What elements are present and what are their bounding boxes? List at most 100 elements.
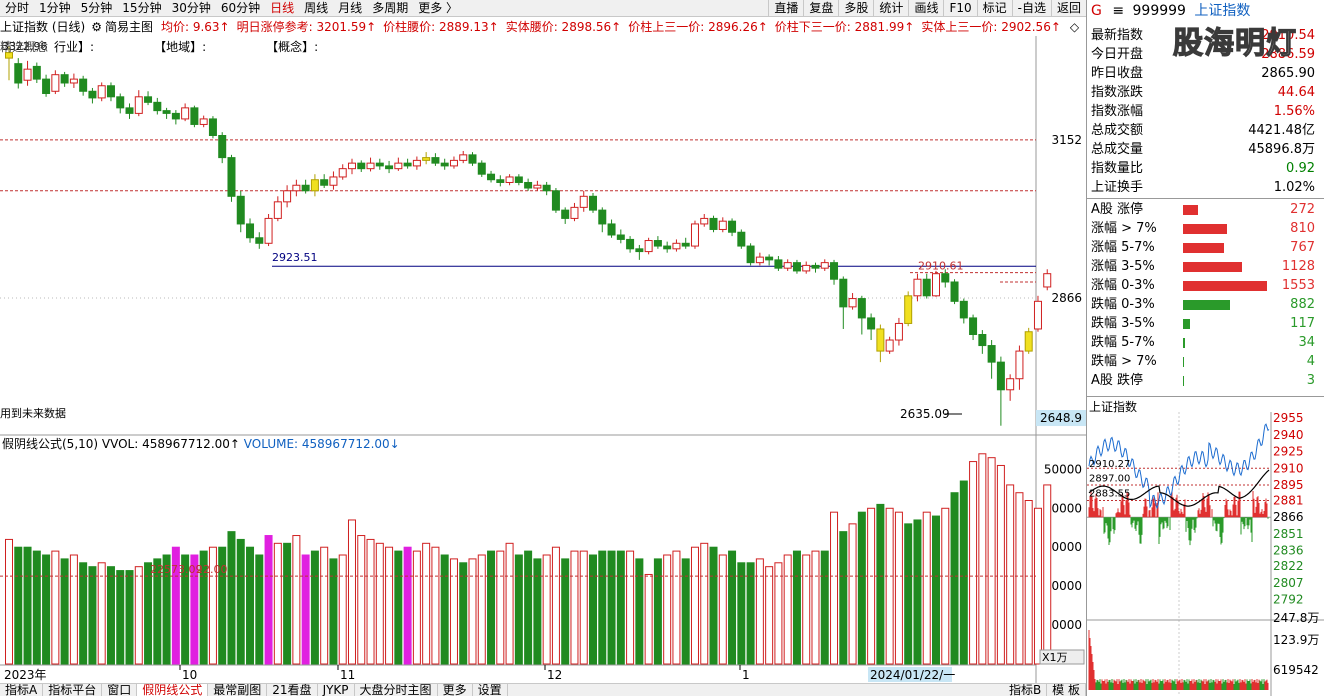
volume-bar <box>755 558 764 665</box>
toolbar-button-7[interactable]: -自选 <box>1011 0 1051 16</box>
volume-bar <box>644 573 653 665</box>
candle-body <box>23 68 32 81</box>
candle-body <box>607 223 616 236</box>
volume-bar <box>969 461 978 665</box>
volume-bar <box>811 550 820 665</box>
candle-body <box>811 264 820 269</box>
volume-bar <box>264 535 273 665</box>
volume-bar <box>329 558 338 665</box>
tag-concept: 【概念】: <box>266 40 319 54</box>
tab-indicator-1[interactable]: 指标平台 <box>43 684 103 696</box>
symbol-name: 上证指数 <box>1194 3 1251 19</box>
volume-bar <box>607 550 616 665</box>
tab-indicator-5[interactable]: 21看盘 <box>267 684 318 696</box>
tab-timeframe-4[interactable]: 30分钟 <box>171 1 211 15</box>
quote-row: 指数涨幅 1.56% <box>1091 102 1319 121</box>
tab-indicator-3[interactable]: 假阴线公式 <box>137 684 209 696</box>
volume-bar <box>783 554 792 665</box>
volume-bar <box>589 554 598 665</box>
indicator-name[interactable]: 简易主图 <box>104 20 153 34</box>
timeframe-tabs: 分时 1分钟 5分钟 15分钟 30分钟 60分钟 日线 周线 月线 多周期 更多 〉 <box>0 0 463 16</box>
mini-price-line <box>1088 423 1270 510</box>
gear-icon[interactable]: ⚙ <box>91 19 102 34</box>
tab-timeframe-5[interactable]: 60分钟 <box>220 1 261 15</box>
indicator-value-1: 明日涨停参考: 3201.59↑ <box>236 20 377 34</box>
mini-avg-line <box>1088 469 1270 507</box>
volume-bar <box>487 550 496 665</box>
breadth-bar <box>1183 319 1190 329</box>
tab-indicator-0[interactable]: 指标A <box>0 684 44 696</box>
toolbar-button-8[interactable]: 返回 <box>1050 0 1086 16</box>
volume-bar <box>1015 492 1024 665</box>
price-chart[interactable]: 3152 2866 2648.9 2923.51 2910.61 2635.09 用到未来数… <box>0 36 1086 683</box>
candle-body <box>431 157 440 164</box>
tag-industry: 行业】: <box>54 40 95 54</box>
toolbar-right-buttons: 直播 复盘 多股 统计 画线 F10 标记 -自选 返回 <box>768 0 1086 16</box>
tab-timeframe-1[interactable]: 1分钟 <box>39 1 71 15</box>
tab-indicator-9[interactable]: 设置 <box>473 684 508 696</box>
tab-indicator-8[interactable]: 更多 <box>438 684 473 696</box>
candle-body <box>737 231 746 247</box>
volume-y-tick: 40000 <box>1044 501 1082 515</box>
tab-timeframe-8[interactable]: 月线 <box>338 1 363 15</box>
volume-bar <box>32 550 41 665</box>
quote-row: 总成交量 45896.8万 <box>1091 140 1319 159</box>
breadth-value: 117 <box>1290 316 1315 331</box>
candle-body <box>153 101 162 112</box>
quote-row: 昨日收盘 2865.90 <box>1091 64 1319 83</box>
candle-body <box>579 195 588 208</box>
volume-bar <box>867 507 876 665</box>
toolbar-button-6[interactable]: 标记 <box>976 0 1012 16</box>
quote-label: 指数涨跌 <box>1091 85 1144 100</box>
menu-icon[interactable]: ≡ <box>1112 3 1125 19</box>
candle-body <box>653 240 662 247</box>
tab-indicator-6[interactable]: JYKP <box>318 684 355 696</box>
tab-indicator-2[interactable]: 窗口 <box>102 684 138 696</box>
annotation-left-high: 2923.51 <box>272 251 318 264</box>
breadth-row: 跌幅 5-7% 34 <box>1091 333 1319 352</box>
tab-timeframe-7[interactable]: 周线 <box>304 1 329 15</box>
tab-indicator-4[interactable]: 最常副图 <box>208 684 268 696</box>
volume-value: VOLUME: 458967712.00↓ <box>244 437 400 451</box>
toolbar-button-4[interactable]: 画线 <box>908 0 943 16</box>
volume-bar <box>904 523 913 665</box>
symbol-header[interactable]: G ≡ 999999 上证指数 <box>1091 2 1250 20</box>
chart-title: 上证指数 (日线) <box>0 20 86 34</box>
volume-bar <box>236 538 245 665</box>
volume-bar <box>663 554 672 665</box>
diamond-icon[interactable]: ◇ <box>1069 19 1080 34</box>
volume-bar <box>134 566 143 665</box>
toolbar-button-3[interactable]: 统计 <box>873 0 908 16</box>
breadth-value: 882 <box>1290 297 1315 312</box>
tab-indicator-11[interactable]: 模 板 <box>1047 684 1086 696</box>
timeframe-toolbar: 分时 1分钟 5分钟 15分钟 30分钟 60分钟 日线 周线 月线 多周期 更多 〉 直播 复盘 多股… <box>0 0 1086 17</box>
tab-timeframe-9[interactable]: 多周期 <box>372 1 409 15</box>
toolbar-button-2[interactable]: 多股 <box>838 0 873 16</box>
tab-timeframe-6[interactable]: 日线 <box>270 1 295 15</box>
toolbar-button-0[interactable]: 直播 <box>768 0 803 16</box>
toolbar-button-1[interactable]: 复盘 <box>803 0 838 16</box>
volume-bar <box>987 457 996 665</box>
candle-body <box>199 118 208 125</box>
candle-body <box>487 173 496 181</box>
volume-bar <box>894 511 903 665</box>
tab-timeframe-2[interactable]: 5分钟 <box>80 1 113 15</box>
tab-indicator-10[interactable]: 指标B <box>1004 684 1048 696</box>
toolbar-button-5[interactable]: F10 <box>943 0 976 16</box>
volume-bar <box>153 558 162 665</box>
tab-timeframe-0[interactable]: 分时 <box>5 1 30 15</box>
volume-bar <box>1033 507 1042 665</box>
mini-level-label: 2897.00 <box>1089 474 1130 485</box>
mini-intraday-chart[interactable]: 2955 2940 2925 2910 2895 2881 2866 2851 28362822… <box>1087 412 1324 696</box>
tab-timeframe-10[interactable]: 更多 〉 <box>418 1 459 15</box>
candle-body <box>394 162 403 170</box>
indicator-info-bar: 上证指数 (日线) ⚙ 简易主图 均价: 9.63↑ 明日涨停参考: 3201.5… <box>0 17 1086 36</box>
volume-bar <box>347 519 356 665</box>
volume-bar <box>709 546 718 665</box>
current-price-box <box>1036 410 1086 427</box>
candle-body <box>996 361 1005 391</box>
volume-bar <box>338 554 347 665</box>
tab-indicator-7[interactable]: 大盘分时主图 <box>355 684 438 696</box>
tab-timeframe-3[interactable]: 15分钟 <box>122 1 162 15</box>
divider <box>1087 396 1324 397</box>
